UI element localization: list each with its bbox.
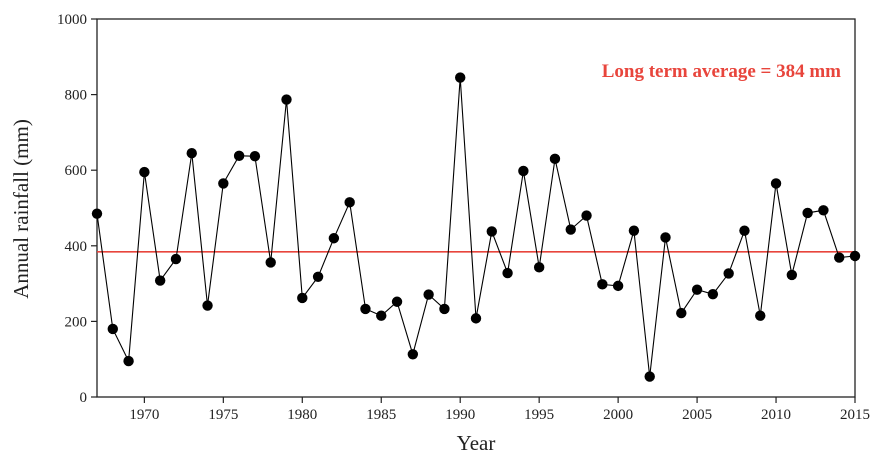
data-point	[408, 349, 418, 359]
y-tick-label: 400	[65, 239, 88, 255]
data-point	[755, 311, 765, 321]
data-point	[92, 208, 102, 218]
y-tick-label: 200	[65, 314, 88, 330]
x-tick-label: 2010	[761, 407, 791, 423]
data-point	[850, 251, 860, 261]
y-tick-label: 600	[65, 163, 88, 179]
data-point	[834, 252, 844, 262]
x-tick-label: 2000	[603, 407, 633, 423]
data-point	[329, 233, 339, 243]
data-point	[281, 94, 291, 104]
data-point	[708, 289, 718, 299]
data-point	[502, 268, 512, 278]
y-tick-label: 800	[65, 88, 88, 104]
data-point	[739, 225, 749, 235]
x-tick-label: 1980	[287, 407, 317, 423]
data-point	[818, 205, 828, 215]
data-point	[360, 304, 370, 314]
x-tick-label: 1990	[445, 407, 475, 423]
data-point	[171, 254, 181, 264]
data-point	[787, 270, 797, 280]
y-tick-label: 1000	[57, 12, 87, 28]
data-point	[155, 275, 165, 285]
data-point	[581, 210, 591, 220]
x-axis-title: Year	[457, 431, 496, 455]
data-point	[629, 225, 639, 235]
data-point	[313, 272, 323, 282]
data-point	[471, 313, 481, 323]
data-point	[376, 311, 386, 321]
data-point	[423, 289, 433, 299]
data-point	[518, 166, 528, 176]
data-point	[344, 197, 354, 207]
data-point	[597, 279, 607, 289]
data-point	[534, 262, 544, 272]
data-point	[550, 154, 560, 164]
data-point	[266, 257, 276, 267]
y-axis-title: Annual rainfall (mm)	[9, 119, 33, 299]
data-point	[187, 148, 197, 158]
x-tick-label: 1975	[208, 407, 238, 423]
plot-area: 0 200 400 600 800 1000 1970 1975 1980 1985 1990 199…	[57, 12, 870, 423]
x-tick-label: 2005	[682, 407, 712, 423]
data-point	[297, 293, 307, 303]
data-point	[439, 304, 449, 314]
x-tick-label: 1985	[366, 407, 396, 423]
average-label: Long term average = 384 mm	[602, 61, 841, 82]
data-point	[392, 297, 402, 307]
data-point	[613, 281, 623, 291]
y-tick-label: 0	[80, 390, 88, 406]
data-point	[566, 224, 576, 234]
data-point	[487, 226, 497, 236]
data-point	[202, 300, 212, 310]
data-point	[676, 308, 686, 318]
data-point	[771, 178, 781, 188]
x-tick-label: 1995	[524, 407, 554, 423]
data-point	[139, 167, 149, 177]
x-tick-label: 1970	[129, 407, 159, 423]
data-point	[234, 151, 244, 161]
data-point	[123, 356, 133, 366]
data-point	[455, 72, 465, 82]
data-point	[660, 232, 670, 242]
data-point	[250, 151, 260, 161]
data-point	[218, 178, 228, 188]
data-point	[723, 268, 733, 278]
data-point	[802, 208, 812, 218]
data-point	[645, 371, 655, 381]
data-point	[692, 284, 702, 294]
x-tick-label: 2015	[840, 407, 870, 423]
data-point	[108, 324, 118, 334]
